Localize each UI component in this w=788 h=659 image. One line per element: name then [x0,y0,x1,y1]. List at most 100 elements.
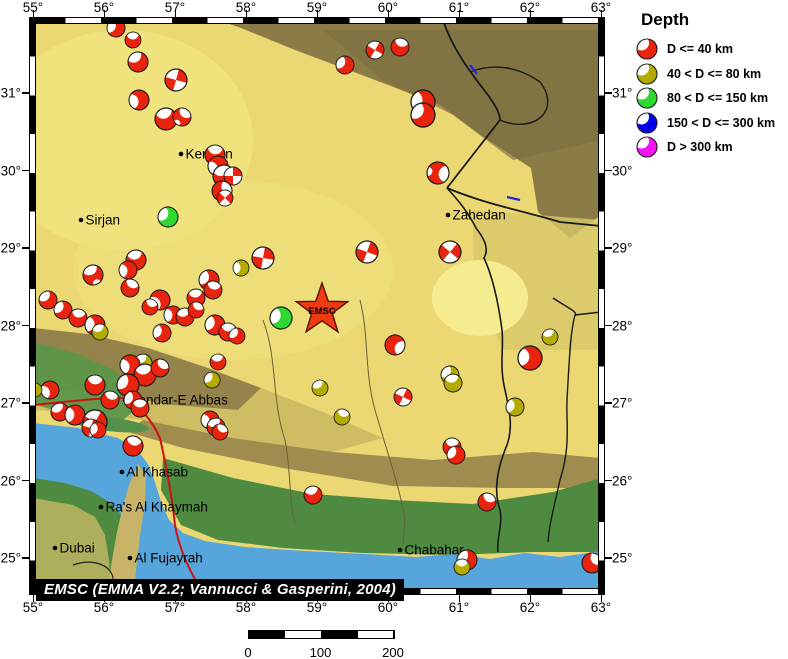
lon-tick-label-top: 56° [93,0,115,15]
tick-top [316,10,318,17]
focal-mechanism-ball [636,87,658,109]
legend-item-label: 150 < D <= 300 km [667,115,776,130]
sea [33,423,601,592]
tick-bottom [32,595,34,602]
river-line [262,319,296,525]
tick-left [22,479,29,482]
city-label: Al Khasab [127,465,189,480]
lat-tick-label-right: 29° [612,240,633,256]
epicenter-star-label: EMSC [308,306,336,317]
tick-right [605,557,612,559]
tick-top [387,10,389,17]
city-marker: Dubai [52,541,95,556]
map-frame-left [29,17,36,595]
tick-left [22,169,29,172]
lat-tick-label-left: 30° [0,163,21,178]
legend-items: D <= 40 km 40 < D <= 80 km 80 < D <= 150 k… [628,37,788,160]
tick-right [605,247,612,249]
terrain-upland-dark [323,30,601,160]
tick-left [22,92,29,94]
focal-mechanism-ball [393,387,413,407]
border-line [469,66,549,126]
lon-tick-label-bottom: 63° [590,600,612,615]
scale-segment [284,631,322,638]
lat-tick-label-right: 31° [612,85,633,101]
city-marker: Al Khasab [119,465,189,480]
focal-mechanism-ball [636,136,658,158]
lon-tick-label-bottom: 62° [519,600,541,615]
tick-top [600,10,602,17]
legend-item-label: D <= 40 km [667,42,734,57]
legend-item: 40 < D <= 80 km [628,62,788,87]
lat-tick-label-left: 25° [0,550,21,566]
focal-mechanism-ball [223,166,243,186]
focal-mechanism-ball [333,406,351,426]
lat-tick-label-left: 29° [0,240,21,256]
focal-mechanism-ball [636,63,658,85]
scale-segment [249,631,285,638]
legend-item-label: 40 < D <= 80 km [667,66,762,81]
musandam-peninsula [107,464,146,592]
legend-beachball-icon [636,112,658,134]
tick-right [605,402,612,404]
terrain-range [128,420,601,488]
focal-mechanism-ball [636,112,658,134]
tick-bottom [600,595,602,602]
land-uae-desert [33,498,111,592]
depth-legend: Depth D <= 40 km 40 < D <= 80 km 80 < D <=… [628,8,788,160]
lon-tick-label-top: 58° [235,0,257,15]
lat-tick-label-right: 28° [612,318,633,333]
tick-top [245,10,247,17]
border-line [574,311,601,316]
border-line [446,187,512,553]
city-label: Zahedan [453,208,506,223]
epicenter-star [294,280,350,334]
scale-segment [356,631,394,638]
terrain-highlight [432,260,528,336]
legend-beachball-icon [636,136,658,158]
lat-tick-label-right: 27° [612,395,633,411]
legend-beachball-icon [636,87,658,109]
lon-tick-label-bottom: 60° [377,600,399,615]
map-frame-top [29,17,605,24]
focal-mechanism-ball [251,246,275,270]
tick-right [605,324,612,327]
legend-item: 80 < D <= 150 km [628,86,788,111]
lon-tick-label-bottom: 58° [235,600,257,615]
lowland-green-coast [161,458,601,555]
border-line [442,20,501,189]
scale-bar-tick-label: 0 [244,645,252,659]
border-line [547,297,577,543]
legend-item: D <= 40 km [628,37,788,62]
legend-item-label: D > 300 km [667,140,733,155]
tick-left [22,247,29,249]
lon-tick-label-top: 59° [306,0,328,15]
border-line [446,187,601,227]
lat-tick-label-right: 30° [612,163,633,178]
legend-beachball-icon [636,38,658,60]
lon-tick-label-top: 63° [590,0,612,15]
lon-tick-label-bottom: 59° [306,600,328,615]
city-label: Ra's Al Khaymah [106,500,208,515]
border-line [72,561,114,592]
tick-right [605,92,612,94]
tick-bottom [458,595,460,602]
tick-top [529,10,531,17]
lat-tick-label-left: 27° [0,395,21,411]
city-label: Sirjan [86,213,121,228]
lat-tick-label-right: 25° [612,550,633,566]
lake-mark [506,195,521,202]
focal-mechanism-ball [365,40,385,60]
focal-mechanism-ball [164,68,188,92]
city-marker: Zahedan [445,208,506,223]
attribution-label: EMSC (EMMA V2.2; Vannucci & Gasperini, 2… [36,579,404,601]
tick-right [605,479,612,482]
lon-tick-label-top: 55° [22,0,44,15]
lon-tick-label-top: 61° [448,0,470,15]
tick-left [22,324,29,327]
tick-right [605,169,612,172]
tick-top [174,10,176,17]
legend-item-label: 80 < D <= 150 km [667,91,769,106]
